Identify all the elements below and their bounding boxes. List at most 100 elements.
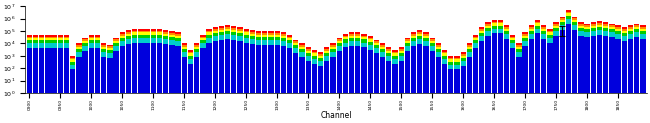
Bar <box>572 22 577 25</box>
Bar <box>584 24 590 25</box>
Bar <box>225 27 230 29</box>
Bar <box>176 34 181 36</box>
Bar <box>39 38 44 40</box>
Bar <box>268 45 274 93</box>
Bar <box>83 46 88 51</box>
Bar <box>200 44 205 48</box>
Bar <box>107 48 112 50</box>
Bar <box>120 32 125 34</box>
Bar <box>491 33 497 93</box>
Bar <box>64 35 69 37</box>
Bar <box>436 44 441 45</box>
Bar <box>33 40 38 44</box>
Bar <box>454 69 460 93</box>
Bar <box>436 49 441 52</box>
Bar <box>423 34 428 36</box>
Bar <box>33 37 38 38</box>
Bar <box>219 30 224 32</box>
Bar <box>603 26 608 28</box>
Bar <box>523 36 528 38</box>
Bar <box>554 28 559 31</box>
Bar <box>51 35 57 37</box>
Bar <box>169 31 174 33</box>
Bar <box>27 44 32 48</box>
Bar <box>430 46 435 51</box>
Bar <box>194 57 200 93</box>
Bar <box>88 44 94 48</box>
Bar <box>528 31 534 34</box>
Bar <box>349 36 354 38</box>
Bar <box>207 29 212 31</box>
Bar <box>114 38 119 39</box>
Bar <box>454 62 460 64</box>
Bar <box>461 54 466 56</box>
Bar <box>454 64 460 69</box>
Bar <box>46 48 51 93</box>
Bar <box>194 45 200 47</box>
Bar <box>163 39 168 44</box>
Bar <box>510 37 515 38</box>
Bar <box>312 52 317 53</box>
Bar <box>491 22 497 23</box>
Bar <box>461 66 466 93</box>
Bar <box>628 29 633 31</box>
Bar <box>386 61 391 93</box>
Bar <box>194 52 200 57</box>
Bar <box>523 34 528 36</box>
Bar <box>628 34 633 39</box>
Bar <box>448 56 454 58</box>
Bar <box>200 35 205 37</box>
Bar <box>293 45 298 48</box>
Bar <box>547 38 552 43</box>
Bar <box>151 38 156 43</box>
Bar <box>361 34 367 36</box>
Bar <box>603 22 608 24</box>
Bar <box>504 39 509 93</box>
Bar <box>498 20 503 22</box>
Bar <box>541 25 547 27</box>
Bar <box>274 40 280 45</box>
Bar <box>417 39 422 44</box>
Bar <box>473 44 478 48</box>
Bar <box>634 24 640 25</box>
Bar <box>76 44 81 45</box>
Bar <box>70 64 75 69</box>
Bar <box>560 16 565 18</box>
Bar <box>634 32 640 37</box>
Bar <box>467 49 472 52</box>
Bar <box>616 39 621 93</box>
Bar <box>547 29 552 31</box>
Bar <box>448 69 454 93</box>
Bar <box>101 49 107 52</box>
Bar <box>225 34 230 39</box>
Bar <box>361 43 367 47</box>
Bar <box>213 27 218 29</box>
Bar <box>498 29 503 33</box>
Bar <box>616 34 621 39</box>
Bar <box>547 43 552 93</box>
Bar <box>256 33 261 35</box>
Bar <box>163 34 168 36</box>
Bar <box>498 33 503 93</box>
Bar <box>107 58 112 93</box>
Bar <box>101 57 107 93</box>
Bar <box>231 28 237 30</box>
Bar <box>256 31 261 33</box>
Bar <box>163 30 168 32</box>
Bar <box>591 28 596 31</box>
Bar <box>126 34 131 36</box>
Bar <box>584 37 590 93</box>
Bar <box>188 52 193 53</box>
Bar <box>337 51 342 93</box>
Bar <box>628 31 633 34</box>
Bar <box>144 32 150 35</box>
Bar <box>479 36 484 41</box>
Bar <box>70 58 75 59</box>
Bar <box>207 32 212 35</box>
Bar <box>181 57 187 93</box>
Bar <box>473 37 478 38</box>
Bar <box>213 33 218 36</box>
Bar <box>405 41 410 43</box>
Bar <box>535 23 540 26</box>
Bar <box>380 52 385 57</box>
